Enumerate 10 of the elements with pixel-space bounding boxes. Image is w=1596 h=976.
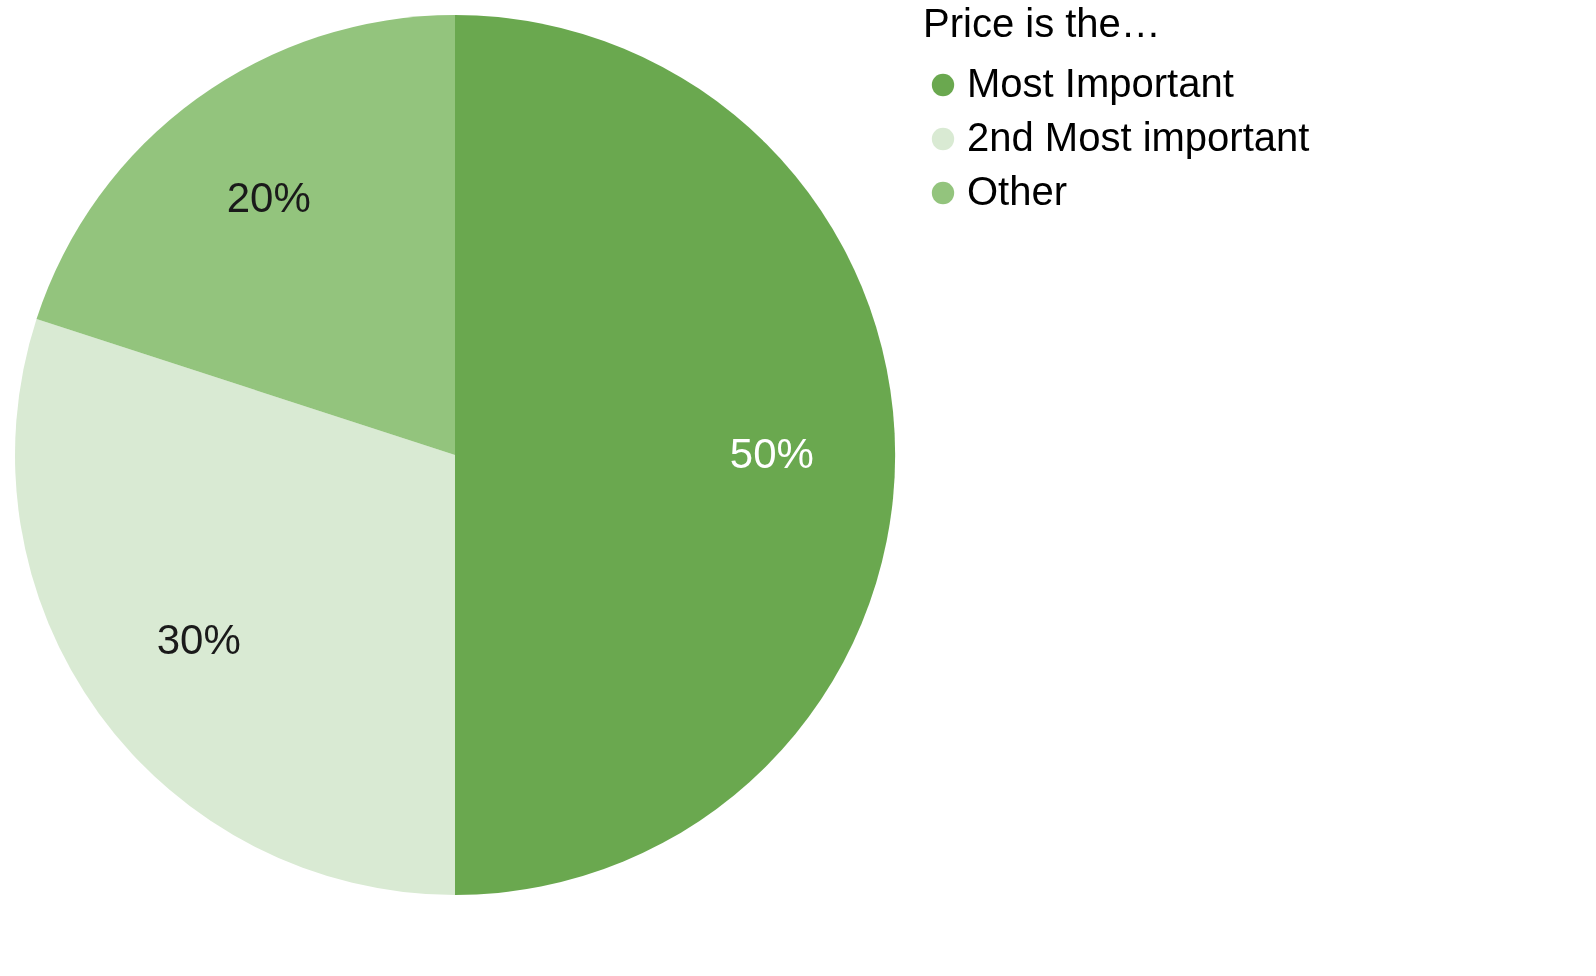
legend-label: Other [967,169,1068,213]
legend-label: Most Important [967,61,1234,105]
legend-label: 2nd Most important [967,115,1310,159]
pie-slice [15,319,455,895]
data-label: 20% [226,173,311,221]
data-label: 30% [156,616,241,664]
pie-slice [455,15,895,895]
legend-title: Price is the… [923,1,1161,45]
pie-slice [36,15,455,455]
data-label: 50% [729,430,814,477]
